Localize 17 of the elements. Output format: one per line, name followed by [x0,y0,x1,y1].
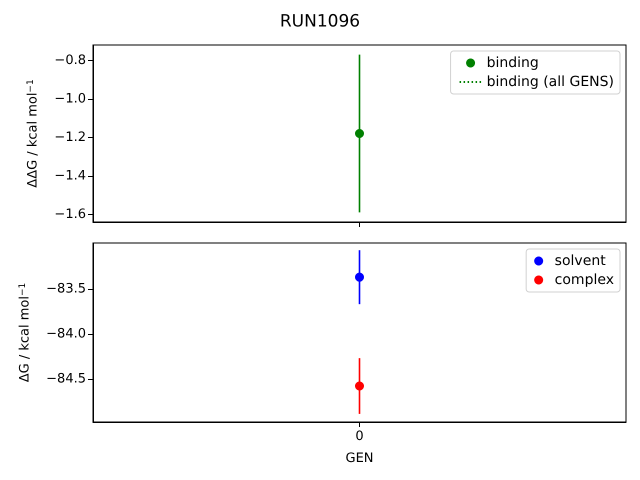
chart-title: RUN1096 [280,12,360,32]
y-tick-label: −83.5 [46,281,86,296]
y-tick-label: −84.0 [46,326,86,342]
y-tick-label: −84.5 [46,371,86,386]
y-tick-label: −0.8 [54,52,86,68]
y-tick-label: −1.0 [54,91,86,106]
y-axis-title: ΔΔG / kcal mol−1 [26,79,41,188]
y-tick-label: −1.2 [54,130,86,145]
legend-label: solvent [554,253,606,269]
y-axis-title: ΔG / kcal mol−1 [17,282,32,382]
y-tick-label: −1.4 [54,168,86,184]
x-axis-title: GEN [345,451,374,466]
legend-label: complex [554,272,614,288]
y-tick-label: −1.6 [54,206,86,222]
legend-label: binding (all GENS) [486,74,614,90]
legend-label: binding [486,55,539,71]
x-tick-label: 0 [355,429,364,444]
